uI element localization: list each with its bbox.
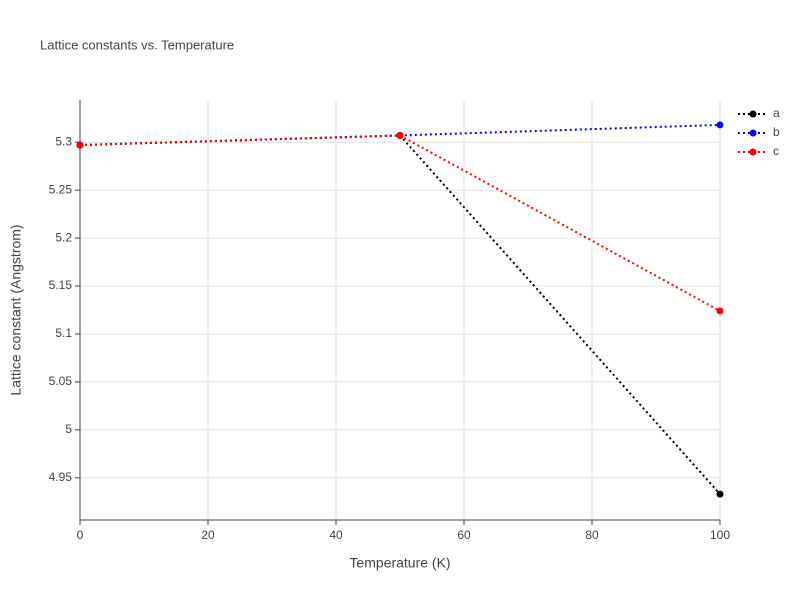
y-tick-label: 5.25 [49,182,73,196]
series-line [79,134,721,312]
data-point [716,307,724,315]
x-tick-label: 80 [585,528,599,542]
y-tick-label: 5.2 [55,230,72,244]
y-tick-label: 5.15 [49,278,73,292]
legend-label: a [773,106,780,120]
data-point [396,131,404,139]
data-point [716,490,724,498]
x-tick-label: 40 [329,528,343,542]
y-tick-label: 5.1 [55,326,72,340]
legend-label: c [773,144,779,158]
y-tick-label: 5.3 [55,134,72,148]
y-tick-label: 5.05 [49,374,73,388]
series-line [79,134,721,495]
chart-title: Lattice constants vs. Temperature [40,37,234,52]
x-tick-label: 0 [77,528,84,542]
legend-marker [749,110,757,118]
x-tick-label: 20 [201,528,215,542]
y-axis-title: Lattice constant (Angstrom) [8,224,24,395]
y-tick-label: 4.95 [49,470,73,484]
x-axis-title: Temperature (K) [349,555,450,571]
legend-label: b [773,125,780,139]
data-point [76,141,84,149]
x-tick-label: 60 [457,528,471,542]
x-tick-label: 100 [710,528,730,542]
legend-marker [749,129,757,137]
y-tick-label: 5 [65,422,72,436]
legend-marker [749,148,757,156]
data-point [716,121,724,129]
